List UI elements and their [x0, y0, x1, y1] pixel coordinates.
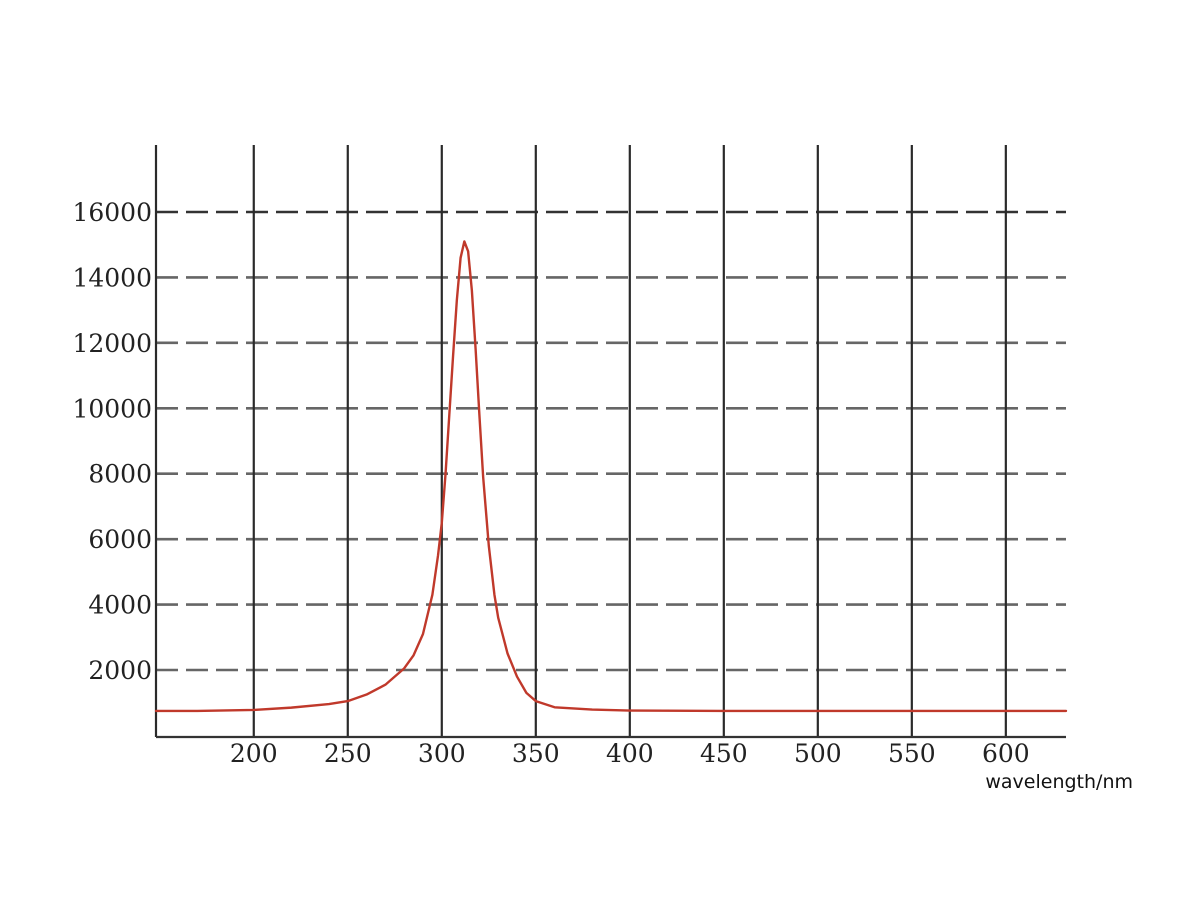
x-tick-label-350: 350: [512, 739, 560, 768]
y-tick-label-2000: 2000: [88, 656, 152, 685]
x-tick-label-550: 550: [888, 739, 936, 768]
y-tick-label-4000: 4000: [88, 591, 152, 620]
y-tick-label-14000: 14000: [72, 263, 152, 292]
y-tick-label-12000: 12000: [72, 329, 152, 358]
series-group: [154, 240, 1068, 713]
x-tick-label-600: 600: [982, 739, 1030, 768]
x-tick-label-300: 300: [418, 739, 466, 768]
x-tick-labels: 200 250 300 350 400 450 500 550 600: [230, 739, 1030, 768]
vertical-gridlines: [154, 145, 1007, 737]
y-tick-label-8000: 8000: [88, 460, 152, 489]
y-tick-label-16000: 16000: [72, 198, 152, 227]
series-line-0: [154, 240, 1068, 713]
y-tick-labels: 2000 4000 6000 8000 10000 12000 14000 16000: [72, 198, 152, 685]
y-tick-label-6000: 6000: [88, 525, 152, 554]
horizontal-gridlines: [156, 210, 1066, 672]
x-tick-label-450: 450: [700, 739, 748, 768]
x-tick-label-250: 250: [324, 739, 372, 768]
x-tick-label-200: 200: [230, 739, 278, 768]
y-tick-label-10000: 10000: [72, 394, 152, 423]
x-tick-label-400: 400: [606, 739, 654, 768]
x-axis-label: wavelength/nm: [985, 771, 1133, 793]
x-tick-label-500: 500: [794, 739, 842, 768]
